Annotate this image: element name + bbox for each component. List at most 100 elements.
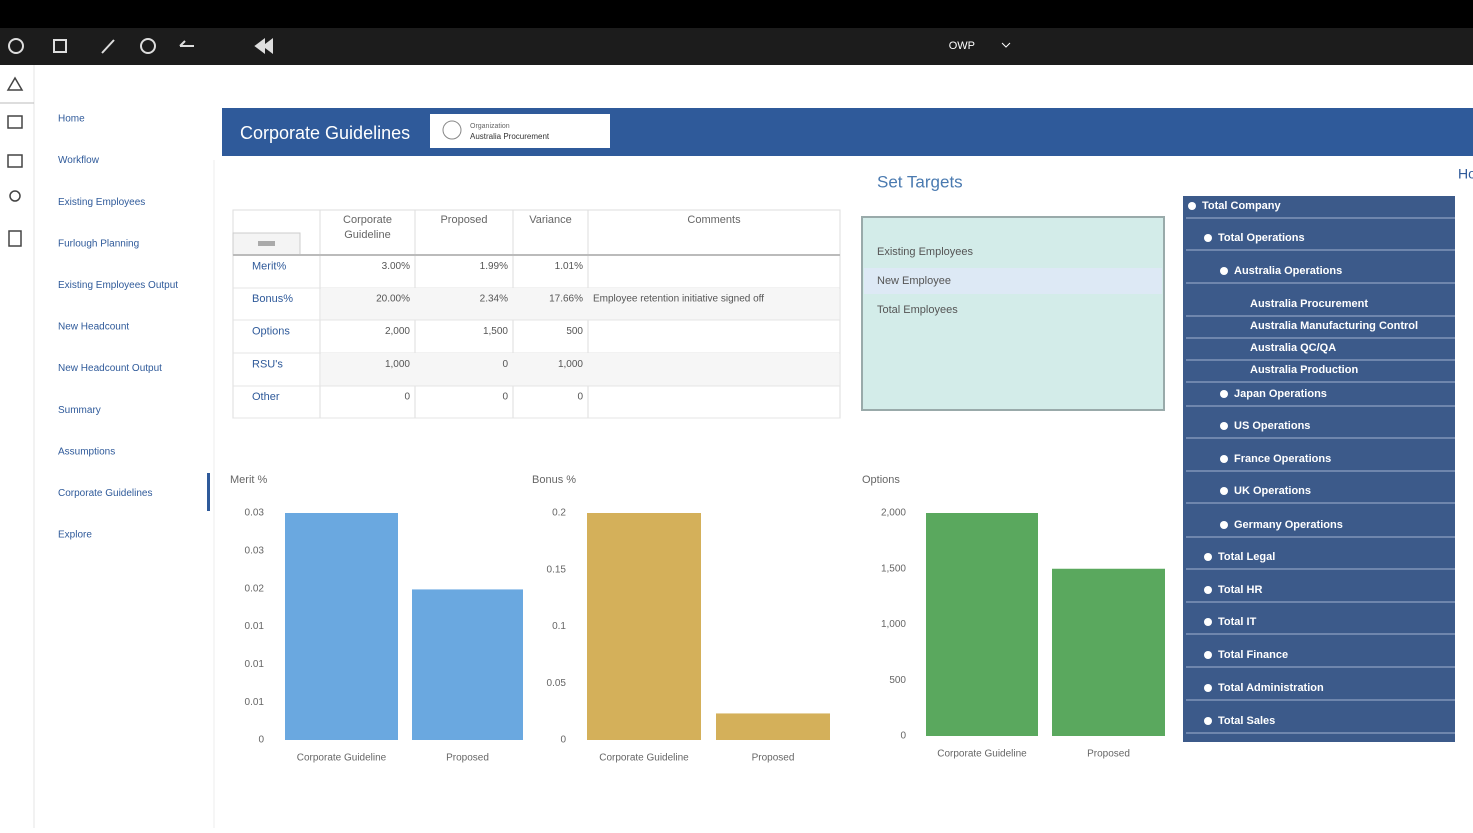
- cell: 1,000: [558, 359, 583, 370]
- y-tick-label: 0.1: [552, 621, 566, 632]
- tree-node[interactable]: Total IT: [1218, 616, 1257, 628]
- tree-toggle[interactable]: [1204, 651, 1212, 659]
- y-tick-label: 0.02: [245, 583, 265, 594]
- nav-item[interactable]: Workflow: [58, 155, 100, 166]
- tree-toggle[interactable]: [1220, 390, 1228, 398]
- bar: [587, 513, 701, 740]
- row-label: RSU's: [252, 358, 283, 370]
- tree-toggle[interactable]: [1204, 234, 1212, 242]
- cell: 0: [502, 392, 508, 403]
- cell: 0: [577, 392, 583, 403]
- chart-title: Bonus %: [532, 474, 576, 486]
- tree-node[interactable]: Australia Operations: [1234, 265, 1342, 277]
- tree-node[interactable]: Australia Procurement: [1250, 298, 1368, 310]
- row-label: Bonus%: [252, 293, 293, 305]
- tree-node[interactable]: Total Operations: [1218, 232, 1305, 244]
- tree-panel: [1183, 196, 1455, 742]
- cell: 17.66%: [549, 294, 583, 305]
- cut-label: Ho: [1458, 166, 1473, 182]
- y-tick-label: 0: [900, 731, 906, 742]
- column-header: Proposed: [440, 214, 487, 226]
- tree-node[interactable]: UK Operations: [1234, 485, 1311, 497]
- tree-toggle[interactable]: [1204, 717, 1212, 725]
- tree-node[interactable]: Total HR: [1218, 584, 1262, 596]
- target-item[interactable]: Existing Employees: [877, 246, 973, 258]
- tree-toggle[interactable]: [1204, 684, 1212, 692]
- x-tick-label: Proposed: [752, 753, 795, 764]
- tree-node[interactable]: Total Sales: [1218, 715, 1275, 727]
- y-tick-label: 0.15: [547, 564, 567, 575]
- x-tick-label: Corporate Guideline: [937, 749, 1027, 760]
- nav-item[interactable]: Existing Employees: [58, 197, 145, 208]
- chart-title: Options: [862, 474, 900, 486]
- bar: [412, 589, 523, 740]
- y-tick-label: 0.01: [245, 621, 265, 632]
- org-selector[interactable]: [430, 114, 610, 148]
- org-label: Organization: [470, 123, 510, 130]
- tree-toggle[interactable]: [1220, 422, 1228, 430]
- tree-toggle[interactable]: [1204, 618, 1212, 626]
- rail-icons[interactable]: [6, 76, 24, 247]
- nav-item[interactable]: New Headcount Output: [58, 363, 162, 374]
- row-band: [321, 353, 839, 386]
- cell: 0: [404, 392, 410, 403]
- chart-title: Merit %: [230, 474, 268, 486]
- nav-item[interactable]: Furlough Planning: [58, 238, 139, 249]
- grip-icon: [258, 241, 275, 246]
- row-band: [321, 288, 839, 320]
- y-tick-label: 1,000: [881, 619, 906, 630]
- tree-node[interactable]: Total Finance: [1218, 649, 1288, 661]
- tree-node[interactable]: Total Company: [1202, 200, 1282, 212]
- tree-node[interactable]: France Operations: [1234, 453, 1331, 465]
- tree-toggle[interactable]: [1204, 553, 1212, 561]
- nav-item[interactable]: Existing Employees Output: [58, 280, 178, 291]
- tree-node[interactable]: Australia Production: [1250, 364, 1358, 376]
- tree-node[interactable]: Japan Operations: [1234, 388, 1327, 400]
- cell: 3.00%: [382, 261, 410, 272]
- target-item[interactable]: Total Employees: [877, 304, 958, 316]
- nav-item[interactable]: New Headcount: [58, 322, 129, 333]
- tree-toggle[interactable]: [1220, 267, 1228, 275]
- nav-item[interactable]: Assumptions: [58, 446, 115, 457]
- x-tick-label: Proposed: [1087, 749, 1130, 760]
- org-value[interactable]: Australia Procurement: [470, 132, 550, 141]
- workspace-label[interactable]: OWP: [949, 40, 975, 52]
- tree-node[interactable]: Germany Operations: [1234, 519, 1343, 531]
- toolbar-icons: [8, 38, 273, 54]
- cell: 0: [502, 359, 508, 370]
- tree-toggle[interactable]: [1204, 586, 1212, 594]
- cell: 20.00%: [376, 294, 410, 305]
- cell: 1.99%: [480, 261, 508, 272]
- y-tick-label: 0.03: [245, 508, 265, 519]
- x-tick-label: Corporate Guideline: [599, 753, 689, 764]
- tree-toggle[interactable]: [1220, 487, 1228, 495]
- tree-toggle[interactable]: [1220, 455, 1228, 463]
- column-header: Variance: [529, 214, 572, 226]
- comment: Employee retention initiative signed off: [593, 294, 764, 305]
- tree-toggle[interactable]: [1220, 521, 1228, 529]
- column-header: Comments: [687, 214, 741, 226]
- nav-item[interactable]: Summary: [58, 405, 101, 416]
- x-tick-label: Proposed: [446, 753, 489, 764]
- tree-toggle[interactable]: [1188, 202, 1196, 210]
- y-tick-label: 1,500: [881, 563, 906, 574]
- nav-item[interactable]: Corporate Guidelines: [58, 488, 153, 499]
- target-item[interactable]: New Employee: [877, 275, 951, 287]
- row-label: Other: [252, 391, 280, 403]
- nav-item[interactable]: Explore: [58, 530, 92, 541]
- tree-node[interactable]: Total Legal: [1218, 551, 1275, 563]
- y-tick-label: 0.01: [245, 697, 265, 708]
- tree-node[interactable]: Australia QC/QA: [1250, 342, 1336, 354]
- toolbar: [0, 28, 1473, 65]
- cell: 1.01%: [555, 261, 583, 272]
- nav-item[interactable]: Home: [58, 114, 85, 125]
- bar: [1052, 568, 1165, 736]
- tree-node[interactable]: Total Administration: [1218, 682, 1324, 694]
- workspace-caret[interactable]: [1001, 42, 1011, 48]
- tree-node[interactable]: US Operations: [1234, 420, 1310, 432]
- bar: [926, 513, 1038, 736]
- org-icon: [442, 120, 462, 140]
- bar: [285, 513, 398, 740]
- targets-title: Set Targets: [877, 172, 963, 191]
- tree-node[interactable]: Australia Manufacturing Control: [1250, 320, 1418, 332]
